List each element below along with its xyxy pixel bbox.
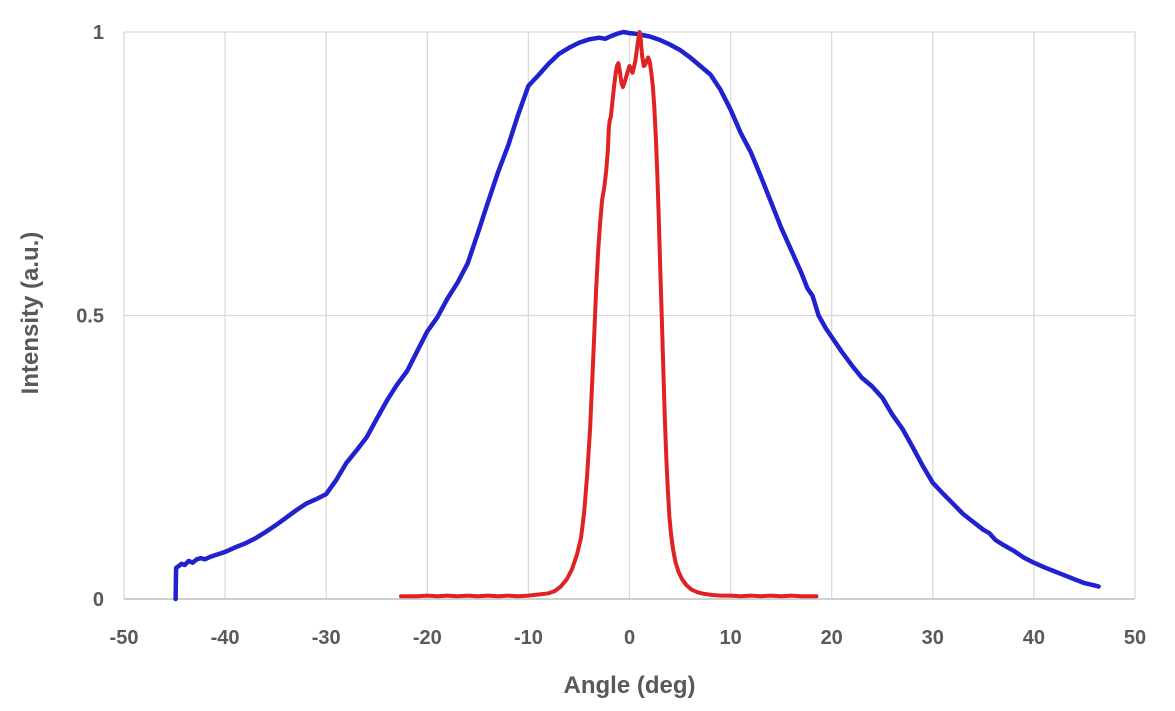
x-tick-label: -30 [312, 627, 341, 649]
y-axis-title: Intensity (a.u.) [17, 231, 44, 395]
x-axis-title: Angle (deg) [563, 672, 696, 699]
x-tick-label: 0 [624, 627, 635, 649]
x-tick-label: 20 [821, 627, 843, 649]
y-tick-label: 1 [93, 22, 104, 44]
x-tick-label: 30 [922, 627, 944, 649]
series-line-blue-curve [173, 29, 1101, 602]
x-tick-label: -40 [211, 627, 240, 649]
x-tick-label: 50 [1124, 627, 1146, 649]
x-tick-label: -50 [110, 627, 139, 649]
series-line-red-curve [399, 30, 819, 599]
x-tick-label: 40 [1023, 627, 1045, 649]
x-tick-label: 10 [719, 627, 741, 649]
y-tick-label: 0 [93, 589, 104, 611]
x-tick-label: -20 [413, 627, 442, 649]
x-tick-label: -10 [514, 627, 543, 649]
y-tick-label: 0.5 [76, 306, 104, 328]
